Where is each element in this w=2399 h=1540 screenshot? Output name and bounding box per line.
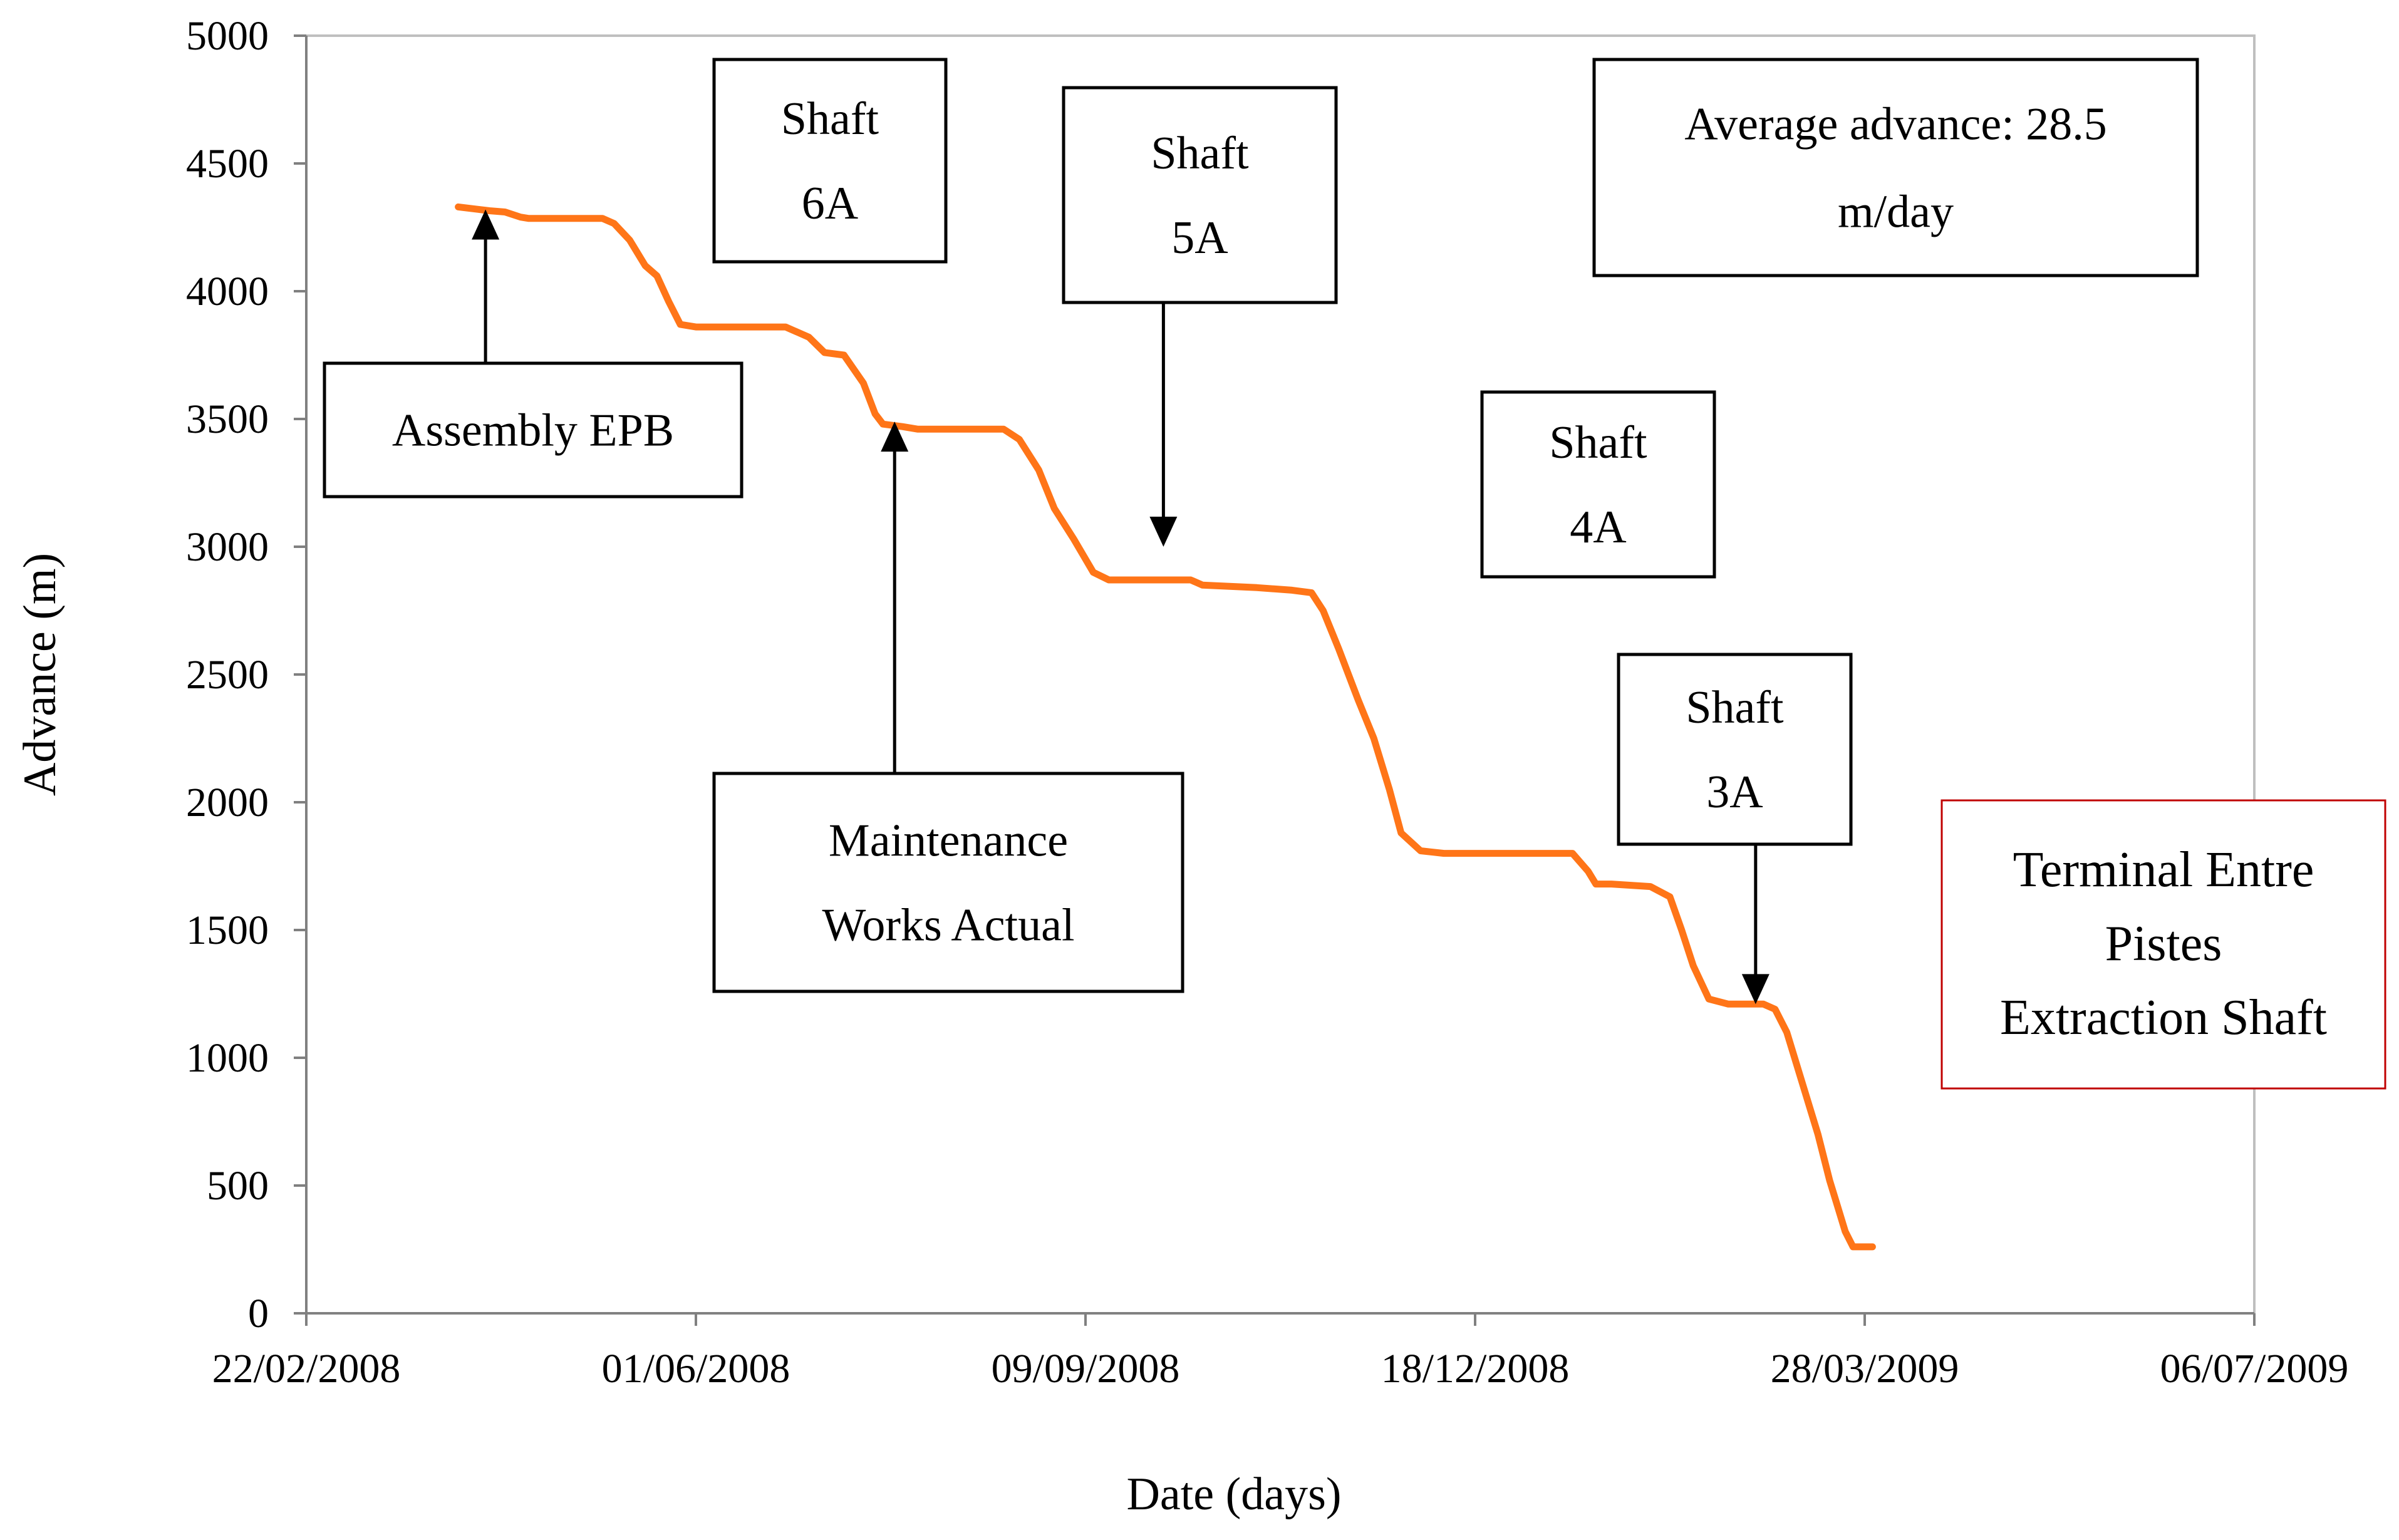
y-tick-label: 1500 [186,907,269,953]
y-tick-label: 500 [207,1163,269,1209]
annotation-text: Extraction Shaft [2000,990,2327,1045]
y-axis-title: Advance (m) [14,553,66,796]
annotation-text: m/day [1838,187,1954,238]
annotation-text: Shaft [1686,682,1784,733]
annotation-text: Maintenance [829,815,1068,867]
series-layer [455,203,1876,1251]
annotation-text: Average advance: 28.5 [1684,99,2107,150]
annotation-box [1940,799,2386,1090]
annotation-box [1062,86,1338,304]
annotation-text: Pistes [2105,916,2222,971]
annotation-arrow-head [881,421,909,452]
arrow-layer [472,209,1769,1005]
annotation-box [712,58,948,264]
advance-series-line [455,203,1876,1251]
annotation-text: 5A [1171,212,1228,264]
y-tick-label: 1000 [186,1035,269,1081]
annotation-text: Works Actual [822,900,1074,951]
annotation-text: Terminal Entre [2013,842,2314,897]
x-axis: 22/02/2008 01/06/2008 09/09/2008 18/12/2008… [212,1313,2349,1392]
x-tick-label: 28/03/2009 [1771,1346,1959,1392]
y-tick-label: 4000 [186,269,269,314]
x-tick-label: 09/09/2008 [992,1346,1180,1392]
y-tick-label: 0 [248,1291,269,1336]
annotation-text: Shaft [781,93,879,145]
annotation-text: Shaft [1151,128,1249,179]
y-tick-label: 3000 [186,524,269,570]
annotation-box [1617,653,1853,846]
annotation-text: 3A [1706,767,1763,818]
x-tick-label: 06/07/2009 [2160,1346,2349,1392]
y-axis: 0 500 1000 1500 2000 2500 3000 3500 4000 4500 5000 [186,13,306,1336]
annotation-text: 4A [1570,502,1626,553]
x-tick-label: 01/06/2008 [602,1346,790,1392]
annotation-text: 6A [802,178,858,229]
annotation-arrow-head [472,209,500,240]
annotation-layer: Assembly EPB Shaft 6A Shaft 5A Average advanc… [323,58,2386,1090]
annotation-arrow-head [1741,974,1769,1005]
x-tick-label: 18/12/2008 [1381,1346,1570,1392]
x-axis-title: Date (days) [1126,1469,1341,1520]
y-tick-label: 3500 [186,396,269,442]
x-tick-label: 22/02/2008 [212,1346,401,1392]
y-tick-label: 2500 [186,652,269,698]
annotation-text: Assembly EPB [392,405,674,457]
annotation-box [1592,58,2199,277]
annotation-arrow-head [1149,517,1178,547]
annotation-box [323,361,744,499]
y-tick-label: 2000 [186,780,269,825]
annotation-box [712,772,1184,993]
annotation-text: Shaft [1549,417,1647,468]
y-tick-label: 4500 [186,141,269,187]
y-tick-label: 5000 [186,13,269,59]
annotation-box [1480,390,1716,579]
